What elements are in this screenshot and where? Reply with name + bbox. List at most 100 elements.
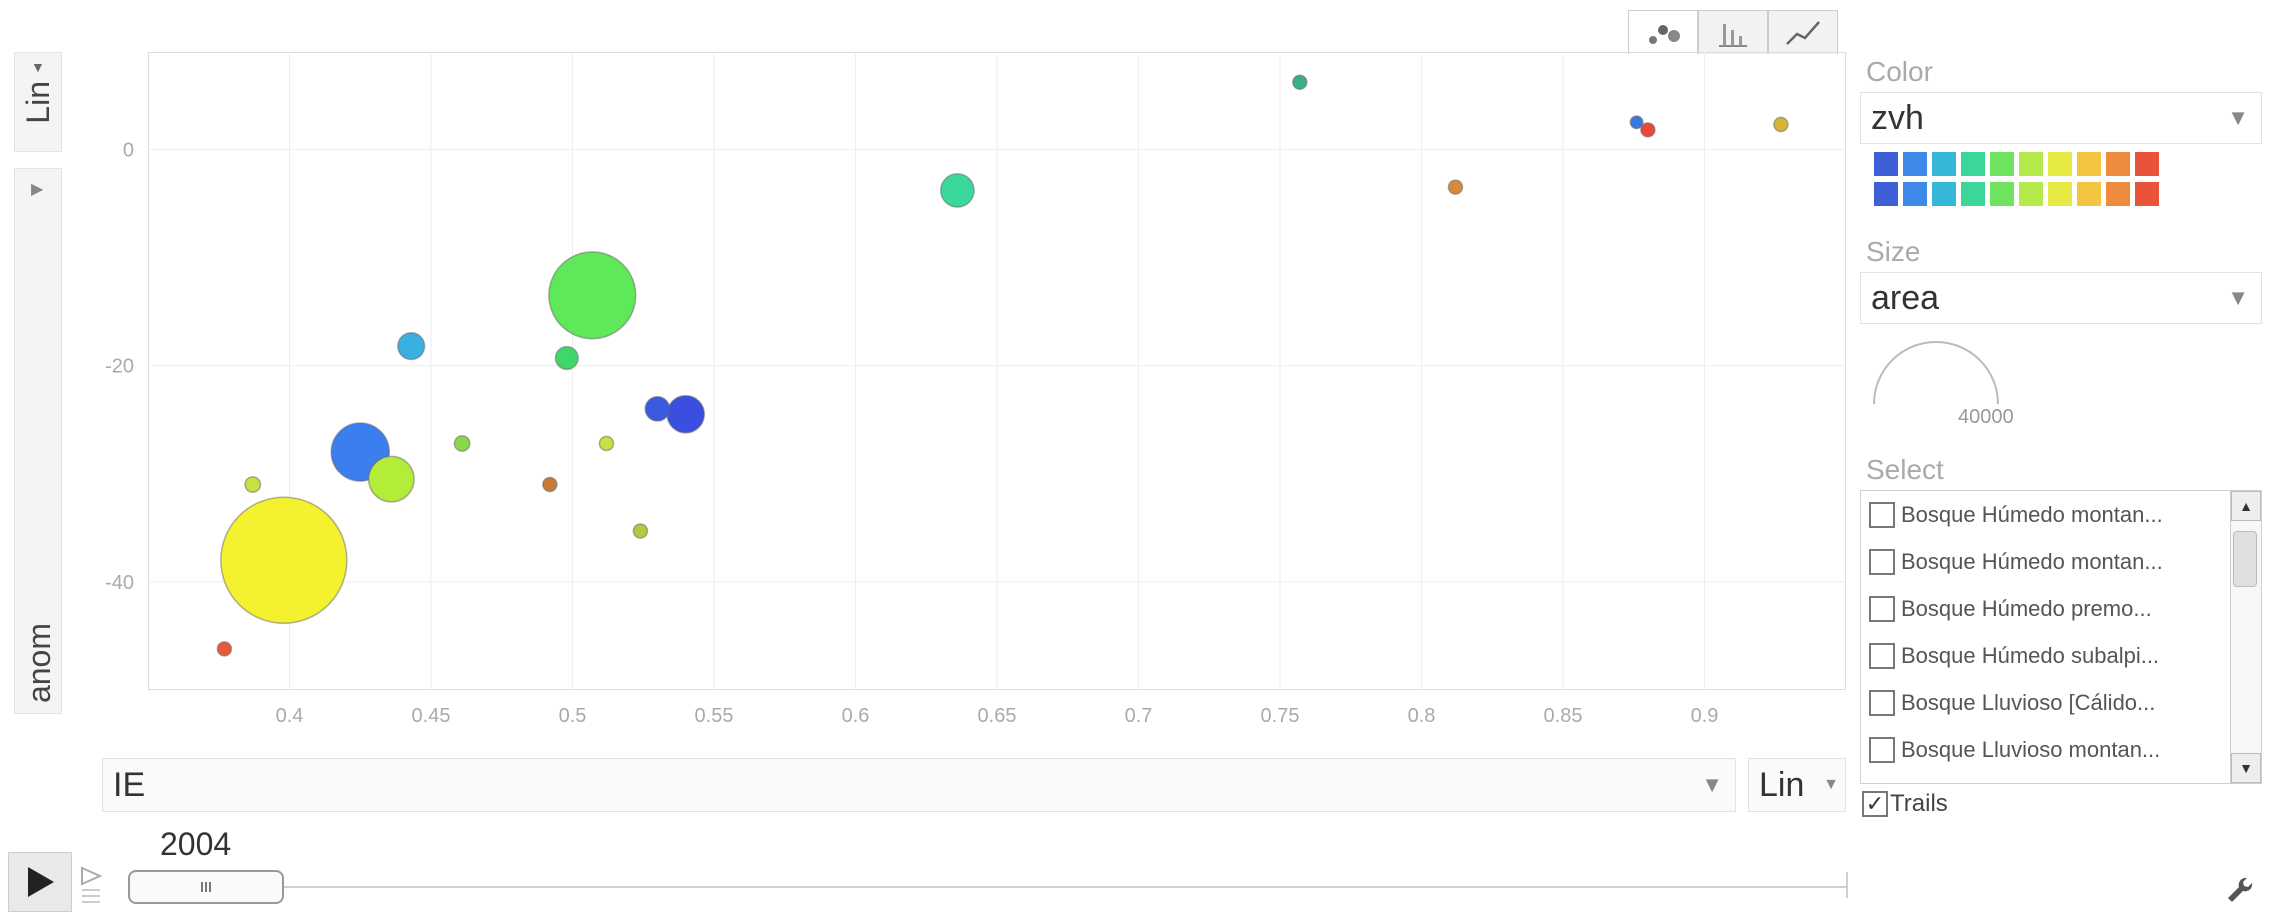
size-selected-value: area: [1871, 278, 1940, 317]
size-legend-value: 40000: [1958, 406, 2014, 428]
select-item-label: Bosque Lluvioso montan...: [1901, 784, 2160, 785]
select-checkbox[interactable]: [1869, 642, 1895, 669]
data-bubble: [1292, 74, 1308, 91]
color-swatch: [1903, 152, 1927, 176]
select-item-label: Bosque Húmedo subalpi...: [1901, 642, 2160, 668]
x-tick-label: 0.65: [978, 705, 1017, 727]
select-list-item[interactable]: Bosque Húmedo subalpi...: [1861, 632, 2229, 679]
color-palette: [1874, 152, 2159, 206]
bubble-chart-tab[interactable]: [1628, 10, 1698, 54]
wrench-icon: [2228, 877, 2253, 902]
line-chart-icon: [1786, 20, 1820, 45]
timeline-slider-handle[interactable]: [128, 870, 284, 904]
data-bubble: [1447, 179, 1464, 195]
select-list-item[interactable]: Bosque Húmedo montan...: [1861, 491, 2229, 538]
trails-toggle[interactable]: ✓ Trails: [1862, 790, 1948, 818]
select-items: Bosque Húmedo montan... Bosque Húmedo mon…: [1861, 491, 2229, 785]
color-swatch: [1961, 152, 1985, 176]
timeline-year: 2004: [160, 826, 232, 862]
chevron-down-icon: ▼: [1701, 772, 1723, 797]
play-button[interactable]: [8, 852, 72, 912]
data-bubble: [453, 434, 471, 452]
palette-row: [1874, 182, 2159, 206]
chevron-down-icon: ▼: [31, 59, 45, 75]
x-tick-label: 0.4: [276, 705, 304, 727]
speed-control-icon[interactable]: [78, 858, 118, 908]
color-swatch: [1932, 182, 1956, 206]
select-item-label: Bosque Lluvioso [Cálido...: [1901, 689, 2156, 715]
y-variable-dropdown[interactable]: ▶ anom: [14, 168, 62, 714]
x-tick-label: 0.85: [1544, 705, 1583, 727]
view-tabs: [1628, 10, 1838, 56]
color-swatch: [1903, 182, 1927, 206]
grip-icon: [201, 882, 211, 892]
color-swatch: [1874, 152, 1898, 176]
x-tick-label: 0.75: [1261, 705, 1300, 727]
chevron-down-icon: ▼: [1823, 776, 1839, 793]
palette-row: [1874, 152, 2159, 176]
select-list-item[interactable]: Bosque Lluvioso montan...: [1861, 726, 2229, 773]
color-swatch: [2019, 152, 2043, 176]
data-bubble: [554, 345, 579, 371]
data-bubble: [216, 641, 233, 657]
select-item-label: Bosque Húmedo montan...: [1901, 501, 2163, 527]
chevron-down-icon: ▼: [2227, 105, 2249, 130]
select-checkbox[interactable]: [1869, 501, 1895, 528]
bar-chart-icon: [1719, 23, 1747, 47]
data-bubble: [1773, 116, 1789, 133]
data-bubble: [220, 496, 348, 624]
select-list-item[interactable]: Bosque Húmedo premo...: [1861, 585, 2229, 632]
x-variable-label: IE: [113, 765, 146, 804]
scroll-down-icon[interactable]: ▼: [2231, 753, 2261, 783]
data-bubble: [666, 394, 706, 434]
data-bubble: [397, 332, 426, 361]
line-chart-tab[interactable]: [1768, 10, 1838, 54]
color-swatch: [2048, 182, 2072, 206]
select-checkbox[interactable]: [1869, 548, 1895, 575]
play-icon: [28, 867, 54, 897]
size-dropdown[interactable]: area ▼: [1860, 272, 2262, 324]
y-scale-dropdown[interactable]: Lin ▼: [14, 52, 62, 152]
chevron-right-icon: ▶: [31, 181, 44, 198]
select-item-label: Bosque Lluvioso montan...: [1901, 736, 2161, 762]
x-tick-label: 0.5: [559, 705, 587, 727]
select-checkbox[interactable]: [1869, 784, 1895, 785]
color-section-label: Color: [1866, 56, 1933, 87]
color-dropdown[interactable]: zvh ▼: [1860, 92, 2262, 144]
trails-checkbox[interactable]: ✓: [1862, 791, 1888, 817]
scroll-up-icon[interactable]: ▲: [2231, 491, 2261, 521]
color-swatch: [1990, 152, 2014, 176]
timeline-end: [1846, 872, 1848, 898]
timeline-track[interactable]: [128, 886, 1848, 888]
data-bubble: [548, 251, 637, 340]
color-swatch: [2077, 182, 2101, 206]
data-bubble: [244, 476, 262, 494]
y-tick-label: -40: [105, 572, 134, 594]
x-scale-label: Lin: [1759, 765, 1805, 804]
select-scrollbar[interactable]: ▲ ▼: [2230, 491, 2261, 783]
checkmark-icon: ✓: [1865, 791, 1885, 816]
data-bubble: [1640, 122, 1656, 138]
settings-wrench-icon[interactable]: [2220, 870, 2260, 910]
x-scale-dropdown[interactable]: Lin ▼: [1748, 758, 1846, 812]
color-swatch: [2019, 182, 2043, 206]
select-list[interactable]: Bosque Húmedo montan... Bosque Húmedo mon…: [1860, 490, 2262, 784]
select-list-item[interactable]: Bosque Húmedo montan...: [1861, 538, 2229, 585]
bar-chart-tab[interactable]: [1698, 10, 1768, 54]
color-swatch: [2135, 152, 2159, 176]
select-checkbox[interactable]: [1869, 689, 1895, 716]
x-tick-label: 0.6: [842, 705, 870, 727]
x-tick-label: 0.7: [1125, 705, 1153, 727]
select-checkbox[interactable]: [1869, 595, 1895, 622]
scroll-thumb[interactable]: [2233, 531, 2257, 587]
x-variable-dropdown[interactable]: IE ▼: [102, 758, 1736, 812]
color-swatch: [2048, 152, 2072, 176]
x-tick-label: 0.55: [695, 705, 734, 727]
select-checkbox[interactable]: [1869, 736, 1895, 763]
x-tick-label: 0.9: [1691, 705, 1719, 727]
color-swatch: [1961, 182, 1985, 206]
select-list-item[interactable]: Bosque Lluvioso montan...: [1861, 773, 2229, 785]
data-bubble: [367, 455, 415, 503]
select-list-item[interactable]: Bosque Lluvioso [Cálido...: [1861, 679, 2229, 726]
